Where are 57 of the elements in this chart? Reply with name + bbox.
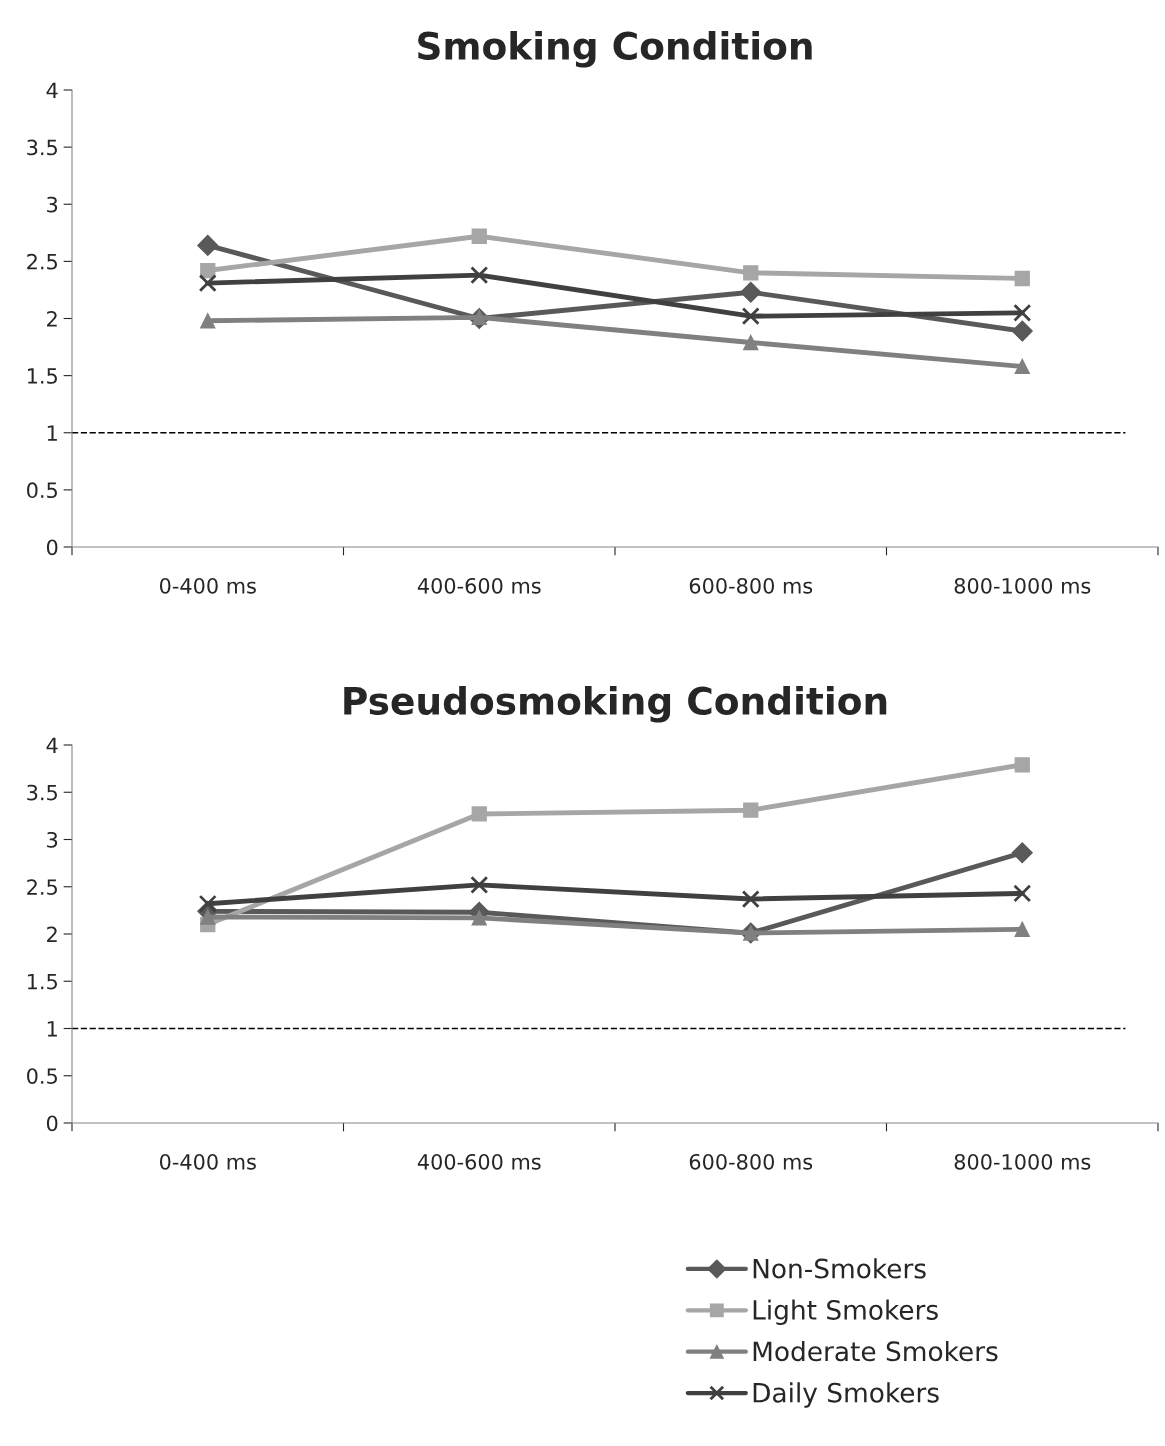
legend-label: Moderate Smokers	[753, 1340, 998, 1362]
point	[200, 909, 216, 925]
legend-label: Daily Smokers	[753, 1382, 939, 1408]
x-tick-label: 400-600 ms	[417, 1153, 541, 1170]
point	[200, 313, 216, 329]
y-tick-label: 3.5	[27, 139, 57, 156]
x-tick-label: 0-400 ms	[159, 1153, 256, 1170]
point	[471, 806, 487, 822]
x-tick-label: 400-600 ms	[417, 577, 541, 594]
y-tick-label: 0.5	[27, 1068, 57, 1084]
y-tick-label: 0	[46, 1115, 58, 1132]
point	[1014, 921, 1030, 937]
chart-title: Smoking Condition	[418, 30, 812, 68]
y-tick-label: 2.5	[27, 253, 57, 270]
point	[1014, 757, 1030, 773]
y-tick-label: 0.5	[27, 482, 57, 499]
y-tick-label: 0	[46, 539, 58, 556]
y-tick-label: 1.5	[27, 973, 57, 990]
point	[197, 234, 219, 256]
y-tick-label: 1.5	[27, 368, 57, 384]
point	[1014, 270, 1030, 287]
y-tick-label: 2	[47, 310, 57, 327]
point	[743, 265, 759, 281]
point	[743, 334, 759, 351]
y-tick-label: 4	[46, 737, 58, 753]
point	[741, 890, 760, 909]
y-tick-label: 1	[47, 1021, 57, 1037]
x-tick-label: 800-1000 ms	[954, 1153, 1091, 1170]
y-tick-label: 3.5	[27, 784, 57, 801]
legend-label: Light Smokers	[753, 1299, 938, 1326]
x-tick-label: 600-800 ms	[689, 1153, 813, 1170]
point	[1014, 358, 1030, 375]
point	[198, 894, 217, 913]
y-tick-label: 3	[47, 196, 58, 213]
y-tick-label: 2	[47, 926, 57, 942]
point	[198, 274, 217, 293]
y-tick-label: 3	[47, 831, 58, 848]
point	[1011, 842, 1033, 864]
y-tick-label: 2.5	[27, 879, 57, 895]
point	[470, 875, 489, 894]
point	[1013, 303, 1032, 322]
x-tick-label: 600-800 ms	[689, 577, 813, 594]
point	[471, 228, 487, 244]
chart-title: Pseudosmoking Condition	[344, 685, 887, 723]
y-tick-label: 4	[46, 82, 58, 98]
point	[200, 262, 216, 279]
legend-label: Non-Smokers	[753, 1258, 926, 1279]
point	[471, 910, 487, 926]
point	[740, 281, 762, 303]
point	[743, 802, 759, 818]
point	[741, 307, 760, 326]
x-tick-label: 0-400 ms	[159, 577, 256, 594]
point	[1013, 884, 1032, 903]
y-tick-label: 1	[47, 425, 57, 441]
point	[470, 266, 489, 285]
x-tick-label: 800-1000 ms	[954, 577, 1091, 594]
point	[1011, 320, 1033, 342]
